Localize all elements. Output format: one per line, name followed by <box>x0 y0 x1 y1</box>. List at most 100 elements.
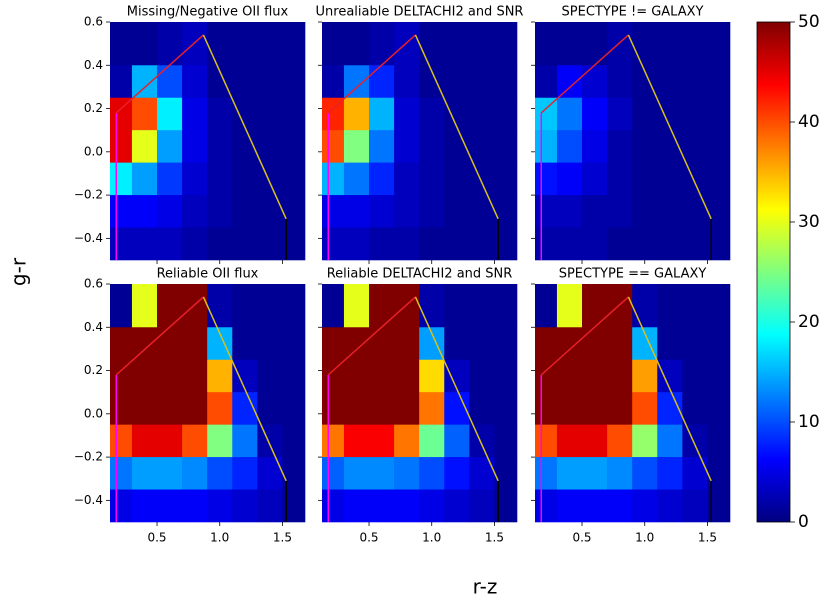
boundary-line <box>540 34 629 114</box>
heatmap-cell <box>707 227 731 261</box>
heatmap-cell <box>343 130 370 163</box>
heatmap-cell <box>257 130 283 163</box>
heatmap-cell <box>682 130 708 163</box>
heatmap-cell <box>494 22 518 66</box>
heatmap-cell <box>131 130 158 163</box>
heatmap-cell <box>556 327 583 361</box>
heatmap-cell <box>657 489 683 523</box>
heatmap-cell <box>257 284 283 328</box>
panel-title: Reliable OII flux <box>157 267 259 282</box>
heatmap-cell <box>369 130 395 163</box>
heatmap-cell <box>257 327 283 361</box>
heatmap-cell <box>343 327 370 361</box>
heatmap-cell <box>207 424 233 458</box>
heatmap-cell <box>207 162 233 196</box>
heatmap-cell <box>535 392 558 425</box>
heatmap-cell <box>394 162 420 196</box>
heatmap-cell <box>207 284 233 328</box>
heatmap-cell <box>369 227 395 261</box>
heatmap-cell <box>607 227 633 261</box>
heatmap-cell <box>369 162 395 196</box>
heatmap-cell <box>232 65 258 99</box>
heatmap-cell <box>535 489 558 523</box>
heatmap-cell <box>394 97 420 131</box>
heatmap-cell <box>535 65 558 99</box>
heatmap-cell <box>394 195 420 228</box>
heatmap-cell <box>257 65 283 99</box>
heatmap-cell <box>582 65 608 99</box>
heatmap-cell <box>419 489 445 523</box>
heatmap-cell <box>322 195 345 228</box>
heatmap-cell <box>494 359 518 393</box>
heatmap-cell <box>182 489 208 523</box>
heatmap-cell <box>257 227 283 261</box>
heatmap-cell <box>707 195 731 228</box>
heatmap-cell <box>257 97 283 131</box>
y-tick-label: 0.2 <box>84 363 103 377</box>
heatmap-cell <box>157 162 183 196</box>
heatmap-cell <box>444 22 470 66</box>
heatmap-cell <box>157 392 183 425</box>
heatmap-cell <box>657 97 683 131</box>
heatmap-cell <box>444 97 470 131</box>
heatmap-cell <box>282 392 306 425</box>
y-tick-label: 0.6 <box>84 15 103 29</box>
heatmap-cell <box>110 162 133 196</box>
heatmap-cell <box>682 392 708 425</box>
heatmap-cell <box>707 327 731 361</box>
y-tick-label: 0.4 <box>84 320 103 334</box>
boundary-line <box>202 296 287 482</box>
y-tick-label: −0.2 <box>74 450 103 464</box>
heatmap-cell <box>469 284 495 328</box>
heatmap-cell <box>632 195 658 228</box>
heatmap-cell <box>394 359 420 393</box>
heatmap-cell <box>682 327 708 361</box>
heatmap-cell <box>182 327 208 361</box>
heatmap-cell <box>632 457 658 490</box>
heatmap-cell <box>469 97 495 131</box>
heatmap-cell <box>469 22 495 66</box>
heatmap-cell <box>632 130 658 163</box>
heatmap-cell <box>343 162 370 196</box>
heatmap-cell <box>157 97 183 131</box>
heatmap-cell <box>582 327 608 361</box>
heatmap-cell <box>494 457 518 490</box>
heatmap-cell <box>207 227 233 261</box>
heatmap-cell <box>444 195 470 228</box>
heatmap-cell <box>556 284 583 328</box>
heatmap-cell <box>607 284 633 328</box>
heatmap-cell <box>322 162 345 196</box>
heatmap-cell <box>419 424 445 458</box>
heatmap-cell <box>535 22 558 66</box>
heatmap-cell <box>182 97 208 131</box>
heatmap-cell <box>257 489 283 523</box>
heatmap-cell <box>282 327 306 361</box>
heatmap-cell <box>582 284 608 328</box>
heatmap-cell <box>494 327 518 361</box>
heatmap-cell <box>707 65 731 99</box>
heatmap-cell <box>632 359 658 393</box>
heatmap-cell <box>232 195 258 228</box>
heatmap-cell <box>469 130 495 163</box>
x-tick-label: 0.5 <box>359 531 378 545</box>
heatmap-cell <box>232 227 258 261</box>
heatmap-cell <box>556 130 583 163</box>
heatmap-cell <box>322 22 345 66</box>
heatmap-cell <box>494 130 518 163</box>
heatmap-cell <box>657 424 683 458</box>
heatmap-cell <box>157 424 183 458</box>
heatmap-cell <box>607 130 633 163</box>
x-tick-label: 1.0 <box>635 531 654 545</box>
heatmap-cell <box>494 195 518 228</box>
boundary-line <box>327 296 416 376</box>
heatmap-cell <box>369 392 395 425</box>
heatmap-cell <box>419 97 445 131</box>
heatmap-cell <box>682 457 708 490</box>
heatmap-cell <box>419 22 445 66</box>
heatmap-cell <box>343 97 370 131</box>
heatmap-cell <box>607 392 633 425</box>
heatmap-cell <box>582 227 608 261</box>
heatmap-cell <box>444 65 470 99</box>
heatmap-cell <box>607 359 633 393</box>
heatmap-cell <box>394 130 420 163</box>
